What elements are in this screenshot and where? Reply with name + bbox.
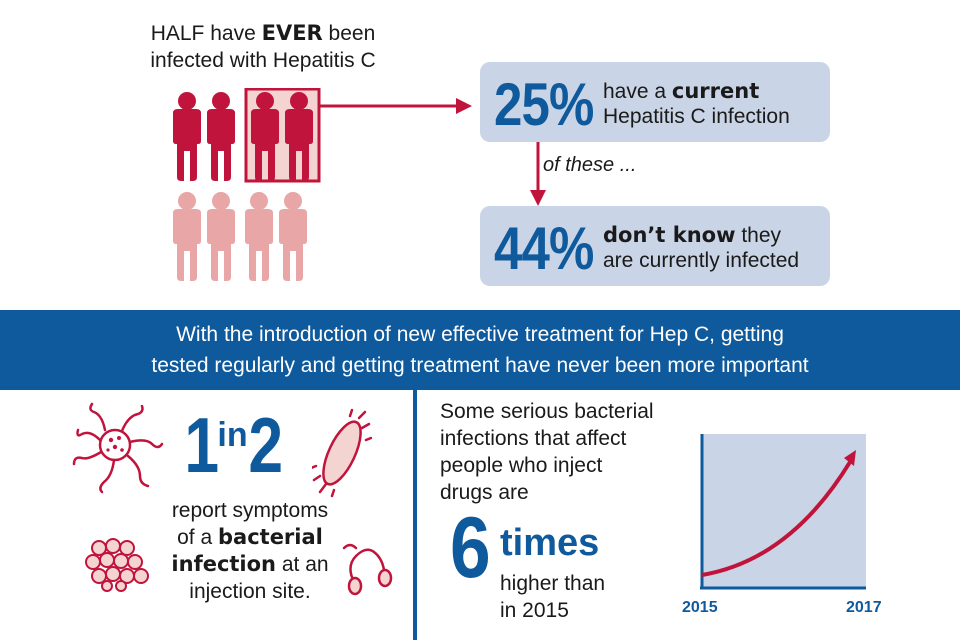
person-icon (207, 92, 235, 181)
bacterial-infection-caption: report symptoms of a bacterial infection… (150, 497, 350, 605)
caption-text: report symptoms (171, 499, 329, 522)
year-start-label: 2015 (682, 599, 718, 616)
person-icon (173, 92, 201, 181)
caption-text: of a (177, 526, 218, 549)
serious-infections-caption: Some serious bacterial infections that a… (440, 398, 670, 506)
caption-text: HALF have (150, 22, 262, 45)
stat-number: 2 (247, 401, 283, 489)
caption-text: drugs are (440, 481, 529, 504)
unaware-percent: 44% (494, 215, 594, 282)
one-in-two-stat: 1in2 (180, 400, 287, 491)
person-icon (279, 192, 307, 281)
bacillus-icon (312, 408, 372, 498)
chart-background (702, 434, 866, 588)
treatment-banner: With the introduction of new effective t… (0, 310, 960, 390)
person-icon (245, 192, 273, 281)
caption-bold: infection (171, 552, 277, 576)
bacteria-flagella-icon (72, 402, 164, 494)
desc-bold: current (671, 79, 760, 103)
banner-line: tested regularly and getting treatment h… (151, 354, 809, 377)
current-description: have a current Hepatitis C infection (603, 79, 790, 129)
person-icon (207, 192, 235, 281)
banner-text: With the introduction of new effective t… (0, 319, 960, 381)
rising-curve-icon (701, 460, 852, 577)
caption-text: been (322, 22, 376, 45)
desc-text: are currently infected (603, 249, 800, 272)
current-infection-box: 25% have a current Hepatitis C infection (480, 62, 830, 142)
banner-line: With the introduction of new effective t… (176, 323, 784, 346)
people-pictogram (173, 88, 472, 281)
arrow-right-icon (319, 98, 472, 114)
desc-text: Hepatitis C infection (603, 105, 790, 128)
spirillum-icon (342, 543, 393, 596)
of-these-label: of these ... (543, 154, 637, 176)
arrow-down-icon (530, 142, 546, 206)
caption-text: higher than (500, 572, 606, 595)
unaware-box: 44% don’t know they are currently infect… (480, 206, 830, 286)
caption-text: infected with Hepatitis C (150, 49, 376, 72)
caption-text: infections that affect (440, 427, 627, 450)
caption-text: people who inject (440, 454, 603, 477)
section-divider (413, 390, 417, 640)
rising-trend-chart: 2015 2017 (682, 434, 882, 616)
desc-text: they (735, 224, 782, 247)
caption-text: Some serious bacterial (440, 400, 654, 423)
caption-bold: bacterial (218, 525, 323, 549)
stat-word: in (217, 416, 248, 454)
higher-than-caption: higher than in 2015 (500, 570, 605, 624)
curve-arrowhead (844, 450, 856, 466)
unaware-description: don’t know they are currently infected (603, 223, 799, 273)
person-icon (173, 192, 201, 281)
stat-number: 1 (184, 401, 220, 489)
half-infected-caption: HALF have EVER been infected with Hepati… (118, 20, 408, 74)
desc-bold: don’t know (603, 223, 736, 247)
caption-text: at an (276, 553, 329, 576)
current-percent: 25% (494, 71, 594, 138)
caption-bold: EVER (261, 21, 323, 45)
times-label: times (500, 522, 600, 564)
caption-text: injection site. (189, 580, 311, 603)
year-end-label: 2017 (846, 599, 882, 616)
six-number: 6 (450, 500, 491, 596)
desc-text: have a (603, 80, 672, 103)
cocci-cluster-icon (85, 538, 149, 592)
caption-text: in 2015 (500, 599, 569, 622)
